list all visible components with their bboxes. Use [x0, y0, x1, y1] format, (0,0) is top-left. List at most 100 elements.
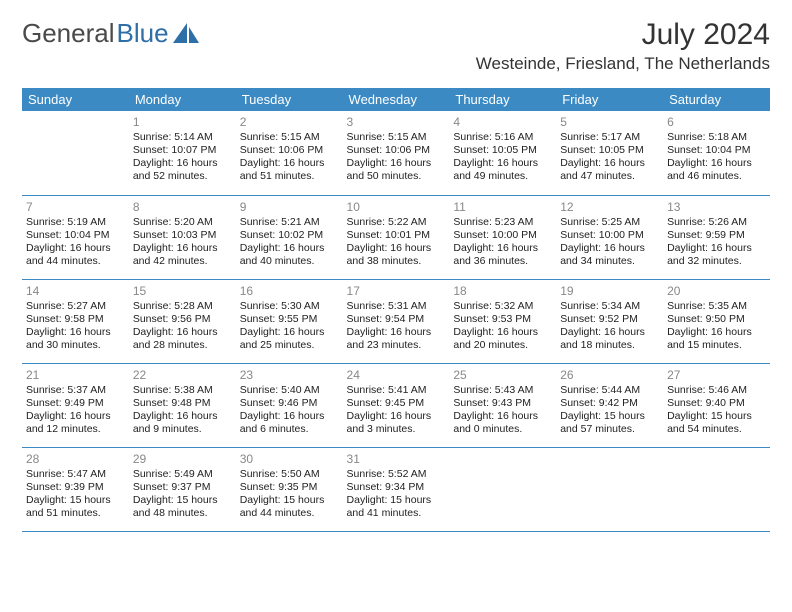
- sunrise-line: Sunrise: 5:50 AM: [240, 468, 339, 481]
- day-header: Tuesday: [236, 88, 343, 111]
- sunset-line: Sunset: 9:35 PM: [240, 481, 339, 494]
- day-number: 22: [133, 366, 232, 384]
- calendar-cell: 5Sunrise: 5:17 AMSunset: 10:05 PMDayligh…: [556, 111, 663, 195]
- day-number: 27: [667, 366, 766, 384]
- day-header: Sunday: [22, 88, 129, 111]
- daylight-line: Daylight: 16 hours and 42 minutes.: [133, 242, 232, 268]
- title-block: July 2024 Westeinde, Friesland, The Neth…: [476, 18, 770, 74]
- daylight-line: Daylight: 15 hours and 48 minutes.: [133, 494, 232, 520]
- sunrise-line: Sunrise: 5:21 AM: [240, 216, 339, 229]
- sunrise-line: Sunrise: 5:46 AM: [667, 384, 766, 397]
- calendar-cell: 19Sunrise: 5:34 AMSunset: 9:52 PMDayligh…: [556, 279, 663, 363]
- sunset-line: Sunset: 9:39 PM: [26, 481, 125, 494]
- sunrise-line: Sunrise: 5:14 AM: [133, 131, 232, 144]
- calendar-cell: [22, 111, 129, 195]
- calendar-cell: 12Sunrise: 5:25 AMSunset: 10:00 PMDaylig…: [556, 195, 663, 279]
- sunset-line: Sunset: 9:59 PM: [667, 229, 766, 242]
- sunset-line: Sunset: 10:06 PM: [240, 144, 339, 157]
- day-number: 9: [240, 198, 339, 216]
- calendar-cell: 23Sunrise: 5:40 AMSunset: 9:46 PMDayligh…: [236, 363, 343, 447]
- daylight-line: Daylight: 16 hours and 28 minutes.: [133, 326, 232, 352]
- day-number: 28: [26, 450, 125, 468]
- sunrise-line: Sunrise: 5:27 AM: [26, 300, 125, 313]
- day-number: 14: [26, 282, 125, 300]
- sunset-line: Sunset: 10:04 PM: [26, 229, 125, 242]
- day-number: 23: [240, 366, 339, 384]
- day-number: 12: [560, 198, 659, 216]
- sunset-line: Sunset: 10:07 PM: [133, 144, 232, 157]
- calendar-cell: 24Sunrise: 5:41 AMSunset: 9:45 PMDayligh…: [343, 363, 450, 447]
- daylight-line: Daylight: 16 hours and 47 minutes.: [560, 157, 659, 183]
- sunrise-line: Sunrise: 5:37 AM: [26, 384, 125, 397]
- sunrise-line: Sunrise: 5:43 AM: [453, 384, 552, 397]
- day-number: 7: [26, 198, 125, 216]
- calendar-cell: 26Sunrise: 5:44 AMSunset: 9:42 PMDayligh…: [556, 363, 663, 447]
- daylight-line: Daylight: 15 hours and 54 minutes.: [667, 410, 766, 436]
- sunset-line: Sunset: 10:02 PM: [240, 229, 339, 242]
- daylight-line: Daylight: 16 hours and 3 minutes.: [347, 410, 446, 436]
- calendar-row: 1Sunrise: 5:14 AMSunset: 10:07 PMDayligh…: [22, 111, 770, 195]
- sunrise-line: Sunrise: 5:28 AM: [133, 300, 232, 313]
- sunrise-line: Sunrise: 5:34 AM: [560, 300, 659, 313]
- day-number: 11: [453, 198, 552, 216]
- day-number: 5: [560, 113, 659, 131]
- calendar-cell: 3Sunrise: 5:15 AMSunset: 10:06 PMDayligh…: [343, 111, 450, 195]
- daylight-line: Daylight: 16 hours and 23 minutes.: [347, 326, 446, 352]
- daylight-line: Daylight: 16 hours and 30 minutes.: [26, 326, 125, 352]
- daylight-line: Daylight: 16 hours and 12 minutes.: [26, 410, 125, 436]
- day-number: 3: [347, 113, 446, 131]
- calendar-cell: 25Sunrise: 5:43 AMSunset: 9:43 PMDayligh…: [449, 363, 556, 447]
- day-number: 4: [453, 113, 552, 131]
- calendar-cell: [663, 447, 770, 531]
- calendar-cell: [556, 447, 663, 531]
- sunset-line: Sunset: 9:43 PM: [453, 397, 552, 410]
- day-number: 16: [240, 282, 339, 300]
- day-number: 6: [667, 113, 766, 131]
- daylight-line: Daylight: 16 hours and 36 minutes.: [453, 242, 552, 268]
- sunrise-line: Sunrise: 5:35 AM: [667, 300, 766, 313]
- daylight-line: Daylight: 16 hours and 40 minutes.: [240, 242, 339, 268]
- sunset-line: Sunset: 9:58 PM: [26, 313, 125, 326]
- calendar-table: Sunday Monday Tuesday Wednesday Thursday…: [22, 88, 770, 532]
- sunrise-line: Sunrise: 5:31 AM: [347, 300, 446, 313]
- calendar-cell: 1Sunrise: 5:14 AMSunset: 10:07 PMDayligh…: [129, 111, 236, 195]
- day-header: Wednesday: [343, 88, 450, 111]
- sunrise-line: Sunrise: 5:52 AM: [347, 468, 446, 481]
- daylight-line: Daylight: 16 hours and 44 minutes.: [26, 242, 125, 268]
- sunset-line: Sunset: 9:37 PM: [133, 481, 232, 494]
- daylight-line: Daylight: 16 hours and 32 minutes.: [667, 242, 766, 268]
- sunset-line: Sunset: 10:01 PM: [347, 229, 446, 242]
- daylight-line: Daylight: 16 hours and 34 minutes.: [560, 242, 659, 268]
- sunset-line: Sunset: 9:45 PM: [347, 397, 446, 410]
- day-number: 29: [133, 450, 232, 468]
- sunrise-line: Sunrise: 5:23 AM: [453, 216, 552, 229]
- sunset-line: Sunset: 9:42 PM: [560, 397, 659, 410]
- calendar-cell: 6Sunrise: 5:18 AMSunset: 10:04 PMDayligh…: [663, 111, 770, 195]
- sunrise-line: Sunrise: 5:25 AM: [560, 216, 659, 229]
- calendar-cell: 21Sunrise: 5:37 AMSunset: 9:49 PMDayligh…: [22, 363, 129, 447]
- day-number: 1: [133, 113, 232, 131]
- calendar-cell: 10Sunrise: 5:22 AMSunset: 10:01 PMDaylig…: [343, 195, 450, 279]
- day-header: Monday: [129, 88, 236, 111]
- day-number: 25: [453, 366, 552, 384]
- daylight-line: Daylight: 16 hours and 49 minutes.: [453, 157, 552, 183]
- daylight-line: Daylight: 16 hours and 6 minutes.: [240, 410, 339, 436]
- day-number: 2: [240, 113, 339, 131]
- daylight-line: Daylight: 16 hours and 52 minutes.: [133, 157, 232, 183]
- sunset-line: Sunset: 9:40 PM: [667, 397, 766, 410]
- daylight-line: Daylight: 16 hours and 25 minutes.: [240, 326, 339, 352]
- location: Westeinde, Friesland, The Netherlands: [476, 54, 770, 74]
- calendar-row: 28Sunrise: 5:47 AMSunset: 9:39 PMDayligh…: [22, 447, 770, 531]
- sunset-line: Sunset: 9:52 PM: [560, 313, 659, 326]
- day-number: 13: [667, 198, 766, 216]
- sunrise-line: Sunrise: 5:19 AM: [26, 216, 125, 229]
- day-number: 15: [133, 282, 232, 300]
- logo-word2: Blue: [117, 18, 169, 49]
- sunrise-line: Sunrise: 5:40 AM: [240, 384, 339, 397]
- sunrise-line: Sunrise: 5:20 AM: [133, 216, 232, 229]
- day-header: Saturday: [663, 88, 770, 111]
- sunset-line: Sunset: 9:46 PM: [240, 397, 339, 410]
- calendar-cell: 20Sunrise: 5:35 AMSunset: 9:50 PMDayligh…: [663, 279, 770, 363]
- calendar-cell: [449, 447, 556, 531]
- calendar-cell: 9Sunrise: 5:21 AMSunset: 10:02 PMDayligh…: [236, 195, 343, 279]
